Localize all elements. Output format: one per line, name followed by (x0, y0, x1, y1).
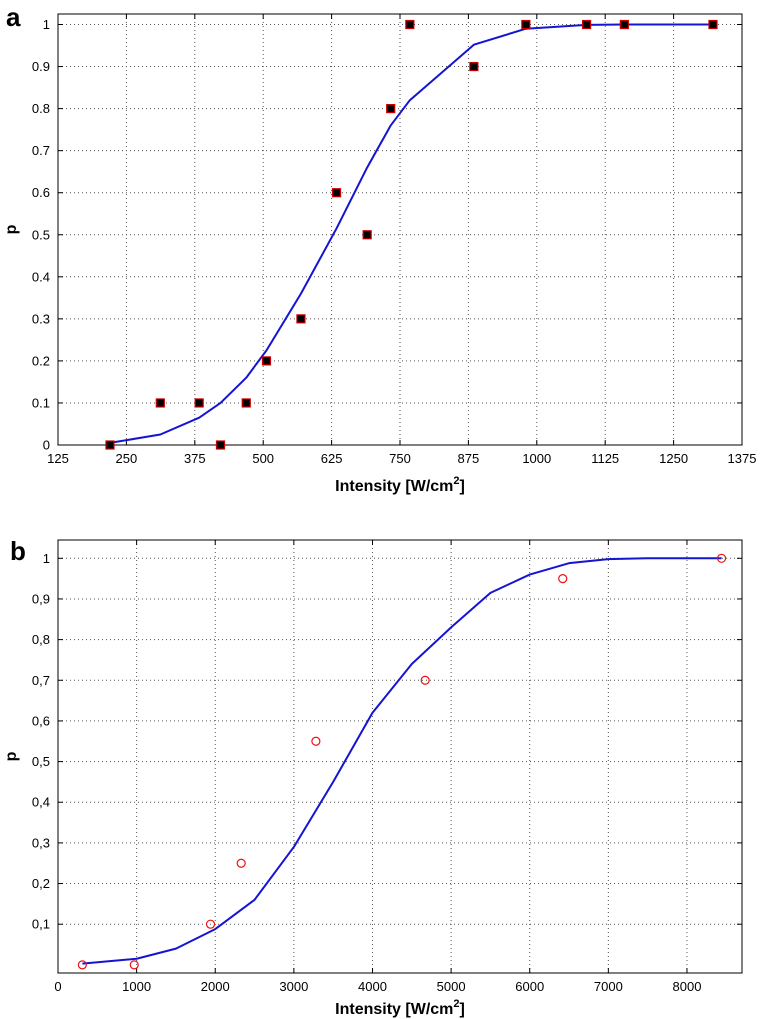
x-tick-label-a: 1125 (591, 451, 619, 466)
x-tick-label-a: 875 (458, 451, 480, 466)
data-point-a (331, 188, 342, 198)
data-point-a (619, 19, 629, 30)
data-point-a (105, 440, 115, 450)
y-tick-label-a: 0.1 (32, 395, 50, 410)
data-point-b (205, 919, 216, 929)
chart-b: 0 1000 2000 3000 4000 5000 6000 7000 8000 0,1 0,2 0… (3, 539, 743, 1018)
y-tick-label-b: 0,9 (32, 591, 50, 606)
data-point-a (241, 398, 251, 408)
x-tick-label-a: 500 (252, 451, 274, 466)
data-point-a (296, 314, 306, 324)
y-tick-label-b: 0,6 (32, 713, 50, 728)
x-tick-label-b: 7000 (594, 979, 623, 994)
x-tick-label-a: 1375 (728, 451, 757, 466)
y-tick-label-b: 0,5 (32, 754, 50, 769)
data-point-a (708, 19, 718, 30)
data-point-a (155, 398, 165, 408)
fit-curve-b (82, 557, 722, 965)
axes-box-b (57, 539, 743, 974)
y-tick-label-a: 0.7 (32, 143, 50, 158)
x-tick-label-a: 250 (116, 451, 138, 466)
data-point-a (581, 19, 592, 30)
panel-label-a: a (6, 2, 21, 32)
x-tick-label-a: 125 (47, 451, 69, 466)
chart-a: 125 250 375 500 625 750 875 1000 1125 1250 1375 0 0.… (3, 13, 757, 495)
data-point-b (420, 675, 430, 685)
x-tick-label-b: 0 (54, 979, 61, 994)
y-tick-label-b: 1 (43, 551, 50, 566)
y-tick-label-a: 0.3 (32, 311, 50, 326)
panel-label-b: b (10, 536, 26, 566)
x-tick-label-a: 1000 (522, 451, 551, 466)
data-point-b (129, 960, 139, 970)
x-tick-label-a: 1250 (659, 451, 688, 466)
data-point-b (311, 736, 321, 746)
y-tick-label-a: 0.2 (32, 353, 50, 368)
data-point-a (521, 19, 531, 30)
plot-area-a (58, 14, 742, 445)
y-axis-title-b: p (3, 751, 20, 761)
y-tick-label-b: 0,8 (32, 632, 50, 647)
x-tick-label-b: 4000 (358, 979, 387, 994)
y-tick-label-a: 0.4 (32, 269, 50, 284)
y-tick-label-b: 0,2 (32, 876, 50, 891)
x-tick-label-b: 8000 (673, 979, 702, 994)
data-point-a (194, 398, 204, 408)
data-point-a (405, 19, 415, 30)
y-tick-label-a: 0.8 (32, 101, 50, 116)
y-tick-label-a: 1 (43, 17, 50, 32)
x-tick-label-a: 750 (389, 451, 411, 466)
x-axis-title-b: Intensity [W/cm2] (335, 998, 465, 1018)
data-point-a (261, 356, 272, 366)
y-tick-label-b: 0,3 (32, 835, 50, 850)
y-tick-label-b: 0,4 (32, 795, 50, 810)
y-tick-label-a: 0.6 (32, 185, 50, 200)
data-point-b (716, 553, 727, 563)
data-point-b (558, 574, 568, 584)
y-tick-label-a: 0 (43, 438, 50, 453)
y-axis-title-a: p (3, 224, 20, 234)
data-point-b (77, 960, 87, 970)
y-tick-label-b: 0,1 (32, 917, 50, 932)
x-tick-label-b: 1000 (122, 979, 151, 994)
y-tick-label-b: 0,7 (32, 673, 50, 688)
data-point-a (362, 230, 372, 240)
y-tick-label-a: 0.5 (32, 227, 50, 242)
data-point-a (469, 61, 479, 72)
x-tick-label-b: 6000 (515, 979, 544, 994)
y-tick-label-a: 0.9 (32, 59, 50, 74)
plot-area-b (58, 540, 742, 973)
x-tick-label-b: 2000 (201, 979, 230, 994)
data-point-b (236, 858, 246, 868)
fit-curve-a (109, 23, 713, 444)
x-tick-label-b: 3000 (279, 979, 308, 994)
data-point-a (386, 104, 396, 114)
x-tick-label-a: 625 (321, 451, 343, 466)
x-tick-label-b: 5000 (437, 979, 466, 994)
x-tick-label-a: 375 (184, 451, 206, 466)
x-axis-title-a: Intensity [W/cm2] (335, 475, 465, 495)
data-point-a (215, 440, 226, 450)
